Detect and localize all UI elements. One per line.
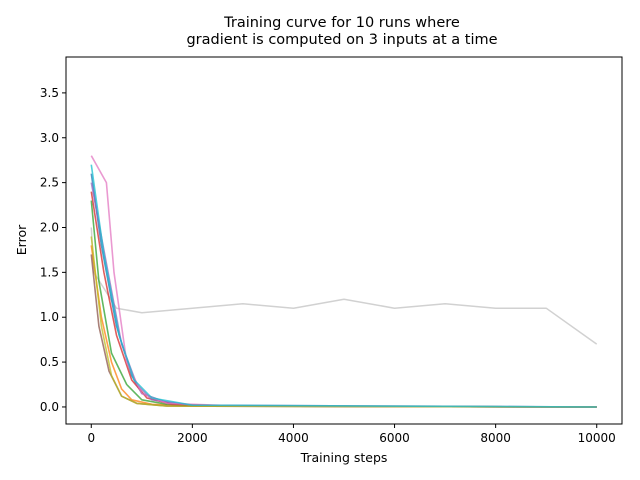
series-line-1: [90, 227, 598, 345]
y-tick-label: 1.5: [40, 265, 59, 279]
y-tick-label: 0.5: [40, 355, 59, 369]
y-tick-label: 0.0: [40, 400, 59, 414]
series-line-4: [90, 200, 597, 408]
chart-title-line-1: Training curve for 10 runs where: [223, 15, 460, 31]
plot-frame: [65, 56, 623, 425]
x-tick-label: 0: [87, 431, 95, 445]
series-line-7: [90, 254, 597, 408]
series-line-8: [90, 155, 597, 408]
series-line-3: [90, 245, 597, 408]
x-tick-label: 4000: [278, 431, 309, 445]
y-tick-label: 3.0: [40, 131, 59, 145]
x-tick-label: 6000: [379, 431, 410, 445]
y-axis-label: Error: [14, 224, 29, 255]
series-line-10: [90, 164, 597, 408]
x-axis-label: Training steps: [300, 450, 388, 465]
x-axis-ticks: 0 2000 4000 6000 8000 10000: [87, 424, 616, 445]
x-tick-label: 10000: [578, 431, 616, 445]
y-tick-label: 1.0: [40, 310, 59, 324]
series-line-2: [90, 173, 597, 408]
x-tick-label: 8000: [480, 431, 511, 445]
y-tick-label: 3.5: [40, 86, 59, 100]
chart-title-line-2: gradient is computed on 3 inputs at a ti…: [186, 32, 497, 48]
y-axis-ticks: 0.0 0.5 1.0 1.5 2.0 2.5 3.0 3.5: [40, 86, 66, 414]
y-tick-label: 2.0: [40, 220, 59, 234]
y-tick-label: 2.5: [40, 176, 59, 190]
plot-area: [90, 155, 598, 408]
series-line-6: [90, 182, 597, 408]
series-line-9: [90, 236, 597, 408]
x-tick-label: 2000: [177, 431, 208, 445]
